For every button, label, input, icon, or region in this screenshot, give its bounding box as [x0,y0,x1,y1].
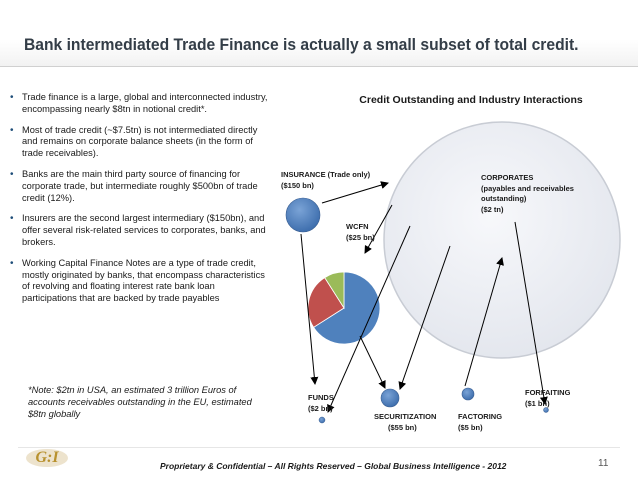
wcfn-label: WCFN ($25 bn) [346,222,375,243]
corporates-value: ($2 tn) [481,204,504,214]
funds-circle [318,416,326,424]
bullet-icon: • [10,168,14,180]
arrow-corporates-forfaiting [514,221,548,405]
footnote: *Note: $2tn in USA, an estimated 3 trill… [28,385,252,419]
bullet-text: Working Capital Finance Notes are a type… [22,257,265,304]
funds-name: FUNDS [308,393,334,402]
bullet-item: • Banks are the main third party source o… [10,169,272,204]
bullet-icon: • [10,213,14,225]
insurance-value: ($150 bn) [281,180,314,190]
factoring-circle [461,387,475,401]
arrow-corporates-funds [327,225,411,413]
forfaiting-label: FORFAITING ($1 bn) [525,388,570,409]
pie-slice-2 [324,271,345,310]
securitization-circle [380,388,400,408]
arrow-corporates-securitization [398,245,451,390]
factoring-value: ($5 bn) [458,422,483,432]
corporates-label: CORPORATES (payables and receivables out… [481,173,601,215]
factoring-label: FACTORING ($5 bn) [458,412,502,433]
banks-pie [307,271,381,345]
corporates-detail: (payables and receivables outstanding) [481,183,574,204]
corporates-name: CORPORATES [481,173,534,182]
securitization-name: SECURITIZATION [374,412,437,421]
title-bar: Bank intermediated Trade Finance is actu… [0,0,638,67]
corporates-circle [383,121,621,359]
bullet-text: Insurers are the second largest intermed… [22,213,266,247]
footer-text: Proprietary & Confidential – All Rights … [160,461,507,471]
page-title: Bank intermediated Trade Finance is actu… [24,35,579,54]
insurance-circle [285,197,321,233]
factoring-name: FACTORING [458,412,503,421]
bullet-item: • Trade finance is a large, global and in… [10,92,272,116]
arrow-insurance-funds [300,233,319,385]
bullet-item: • Insurers are the second largest interme… [10,213,272,248]
bullet-icon: • [10,92,14,103]
funds-label: FUNDS ($2 bn) [308,393,334,414]
bullet-text: Banks are the main third party source of… [22,168,258,203]
pie-slice-0 [313,271,381,345]
page-number: 11 [598,458,609,469]
bullet-item: • Most of trade credit (~$7.5tn) is not i… [10,125,272,160]
bullet-text: Most of trade credit (~$7.5tn) is not in… [22,124,258,159]
bullet-text: Trade finance is a large, global and int… [22,92,268,114]
wcfn-name: WCFN [346,222,369,231]
pie-slice-1 [307,277,345,328]
arrow-factoring-corporates [464,257,504,387]
bullet-icon: • [10,257,14,269]
securitization-label: SECURITIZATION ($55 bn) [374,412,436,433]
arrow-insurance-corporates [321,181,389,204]
insurance-name: INSURANCE (Trade only) [281,170,371,179]
securitization-value: ($55 bn) [388,422,417,432]
forfaiting-name: FORFAITING [525,388,571,397]
wcfn-value: ($25 bn) [346,232,375,242]
footer-divider [18,447,620,448]
forfaiting-circle [543,407,549,413]
diagram-title: Credit Outstanding and Industry Interact… [359,94,583,106]
forfaiting-value: ($1 bn) [525,398,550,408]
arrow-corporates-wcfn [364,204,393,254]
funds-value: ($2 bn) [308,403,333,413]
company-logo: G:I [26,449,68,467]
insurance-label: INSURANCE (Trade only) ($150 bn) [281,170,370,191]
bullet-item: • Working Capital Finance Notes are a typ… [10,258,272,305]
bullet-icon: • [10,124,14,136]
arrow-banks-securitization [359,335,386,389]
bullet-list: • Trade finance is a large, global and in… [10,92,272,314]
logo-text: G:I [35,449,59,466]
